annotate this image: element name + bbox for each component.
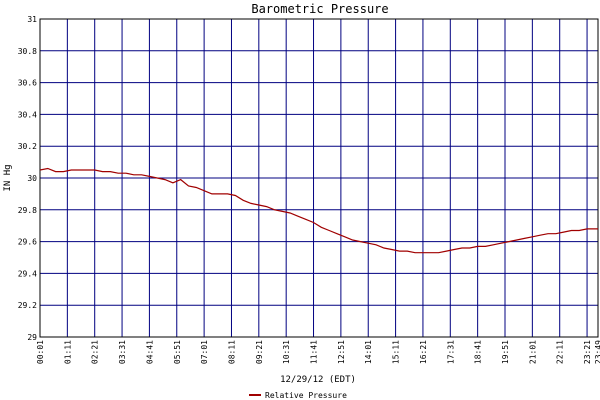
series-line-relative-pressure	[39, 167, 598, 254]
x-tick-label: 01:11	[63, 340, 72, 364]
x-tick-label: 12:51	[337, 340, 346, 364]
x-axis-label: 12/29/12 (EDT)	[280, 375, 356, 385]
y-tick-label: 30.8	[18, 47, 37, 56]
y-tick-label: 31	[27, 15, 37, 24]
legend: Relative Pressure	[249, 391, 347, 400]
x-tick-label: 05:51	[173, 340, 182, 364]
y-tick-label: 29.6	[18, 238, 37, 247]
x-tick-label: 17:31	[446, 340, 455, 364]
plot-frame	[39, 18, 599, 338]
chart-title: Barometric Pressure	[251, 2, 388, 16]
x-tick-label: 21:01	[528, 340, 537, 364]
y-tick-label: 29.2	[18, 301, 37, 310]
y-axis-label: IN Hg	[3, 164, 13, 191]
y-tick-label: 29.4	[18, 269, 37, 278]
x-tick-label: 07:01	[200, 340, 209, 364]
x-tick-label: 18:41	[474, 340, 483, 364]
y-tick-label: 30.4	[18, 110, 37, 119]
x-tick-label: 15:11	[392, 340, 401, 364]
x-tick-label: 14:01	[364, 340, 373, 364]
y-tick-label: 30.2	[18, 142, 37, 151]
x-tick-label: 09:21	[255, 340, 264, 364]
y-tick-label: 29	[27, 333, 37, 342]
grid-lines	[40, 19, 598, 337]
x-tick-label: 22:11	[556, 340, 565, 364]
x-tick-label: 10:31	[282, 340, 291, 364]
x-tick-label: 08:11	[227, 340, 236, 364]
y-axis-ticks: 29 29.2 29.4 29.6 29.8 30 30.2 30.4 30.6 30.8 31	[18, 15, 37, 342]
x-tick-label: 16:21	[419, 340, 428, 364]
x-tick-label: 23:21	[583, 340, 592, 364]
x-tick-label: 00:01	[36, 340, 45, 364]
y-tick-label: 30.6	[18, 79, 37, 88]
x-tick-label: 19:51	[501, 340, 510, 364]
x-tick-label: 04:41	[145, 340, 154, 364]
x-tick-label: 23:49	[594, 340, 600, 364]
y-tick-label: 29.8	[18, 206, 37, 215]
legend-label: Relative Pressure	[265, 391, 347, 400]
x-axis-ticks: 00:01 01:11 02:21 03:31 04:41 05:51 07:01 08:11…	[36, 340, 600, 364]
x-tick-label: 11:41	[310, 340, 319, 364]
y-tick-label: 30	[27, 174, 37, 183]
x-tick-label: 02:21	[91, 340, 100, 364]
x-tick-label: 03:31	[118, 340, 127, 364]
